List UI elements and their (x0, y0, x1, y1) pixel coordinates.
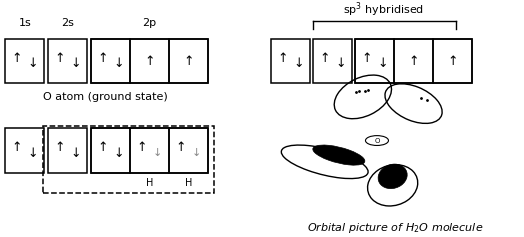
Bar (5, 128, 45, 173)
Text: ↑: ↑ (54, 141, 65, 155)
Text: ↓: ↓ (192, 148, 201, 158)
Text: ↓: ↓ (27, 147, 38, 160)
Text: ↓: ↓ (113, 147, 124, 160)
Text: 1s: 1s (18, 18, 31, 28)
Ellipse shape (313, 145, 365, 165)
Bar (169, 128, 209, 173)
Text: ↓: ↓ (70, 57, 81, 70)
Text: ↑: ↑ (408, 55, 419, 68)
Bar (91, 128, 130, 173)
Text: H: H (185, 178, 192, 188)
Bar (91, 39, 209, 83)
Text: 2s: 2s (61, 18, 74, 28)
Bar (394, 39, 433, 83)
Text: ↓: ↓ (27, 57, 38, 70)
Text: ↑: ↑ (12, 52, 22, 65)
Text: sp$^3$ hybridised: sp$^3$ hybridised (343, 0, 424, 19)
Text: ↑: ↑ (320, 52, 330, 65)
Bar (313, 39, 352, 83)
Text: ↑: ↑ (278, 52, 288, 65)
Bar (130, 128, 169, 173)
Text: ↑: ↑ (54, 52, 65, 65)
Ellipse shape (378, 164, 407, 189)
Bar (355, 39, 472, 83)
Bar (48, 128, 87, 173)
Text: O atom (ground state): O atom (ground state) (43, 92, 168, 102)
Text: ↑: ↑ (145, 55, 155, 68)
Bar (43, 126, 214, 193)
Bar (271, 39, 310, 83)
Text: ↓: ↓ (377, 57, 387, 70)
Bar (433, 39, 472, 83)
Bar (91, 39, 130, 83)
Bar (48, 39, 87, 83)
Bar (5, 39, 45, 83)
Text: 2p: 2p (143, 18, 157, 28)
Text: ↓: ↓ (335, 57, 346, 70)
Text: ↑: ↑ (361, 52, 372, 65)
Text: ↑: ↑ (97, 141, 108, 155)
Text: O: O (374, 137, 380, 144)
Text: ↑: ↑ (97, 52, 108, 65)
Text: ↓: ↓ (293, 57, 304, 70)
Text: ↑: ↑ (137, 141, 147, 155)
Text: ↓: ↓ (153, 148, 162, 158)
Bar (355, 39, 394, 83)
Text: H: H (146, 178, 154, 188)
Bar (91, 128, 209, 173)
Text: ↓: ↓ (70, 147, 81, 160)
Bar (130, 39, 169, 83)
Text: ↑: ↑ (447, 55, 458, 68)
Text: Orbital picture of H$_2$O molecule: Orbital picture of H$_2$O molecule (307, 221, 484, 235)
Bar (169, 39, 209, 83)
Text: ↓: ↓ (113, 57, 124, 70)
Text: ↑: ↑ (183, 55, 194, 68)
Text: ↑: ↑ (12, 141, 22, 155)
Text: ↑: ↑ (176, 141, 186, 155)
